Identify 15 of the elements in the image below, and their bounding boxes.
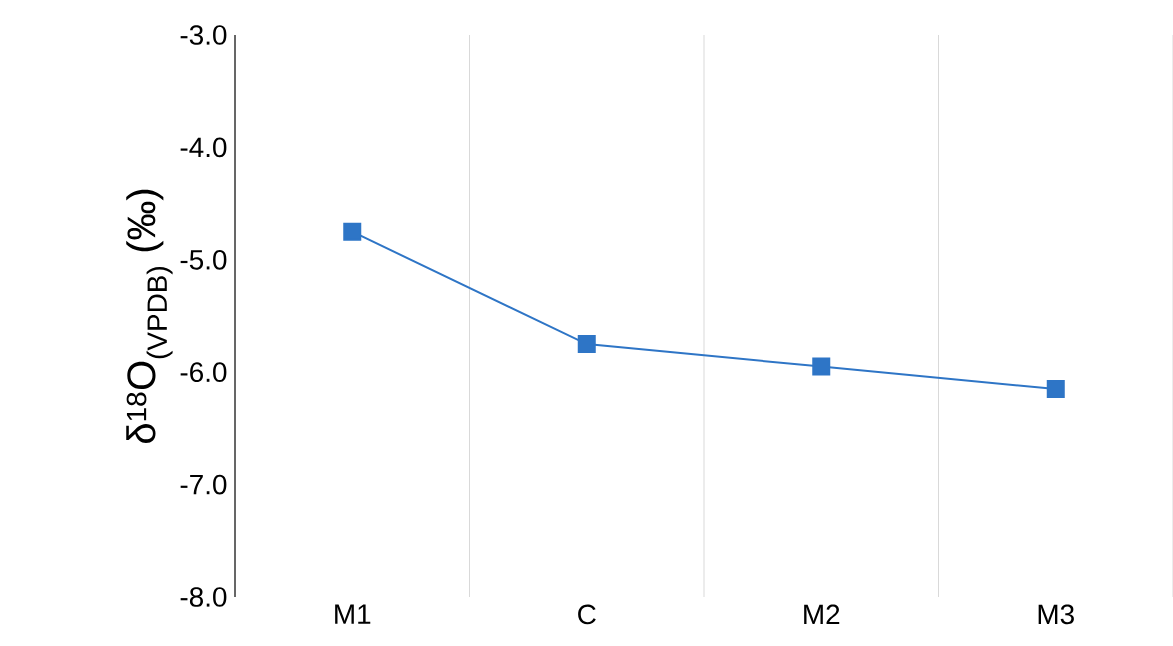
point <box>812 357 831 376</box>
y-tick-label: -8.0 <box>180 587 227 607</box>
y-axis-title: δ$^{18}$O$_{(VPDB)}$ (‰) <box>126 189 173 443</box>
y-tick-label: -4.0 <box>180 137 227 158</box>
y-tick-label: -7.0 <box>180 474 227 495</box>
x-tick-label: M1 <box>335 604 371 624</box>
point <box>577 335 596 354</box>
point <box>1046 380 1065 399</box>
point <box>343 222 362 241</box>
y-tick-label: -5.0 <box>180 249 227 270</box>
x-tick-label: C <box>578 604 596 625</box>
y-tick-label: -6.0 <box>180 362 227 383</box>
x-tick-label: M2 <box>804 604 840 624</box>
x-tick-label: M3 <box>1038 604 1074 625</box>
y-tick-label: -3.0 <box>180 25 227 45</box>
